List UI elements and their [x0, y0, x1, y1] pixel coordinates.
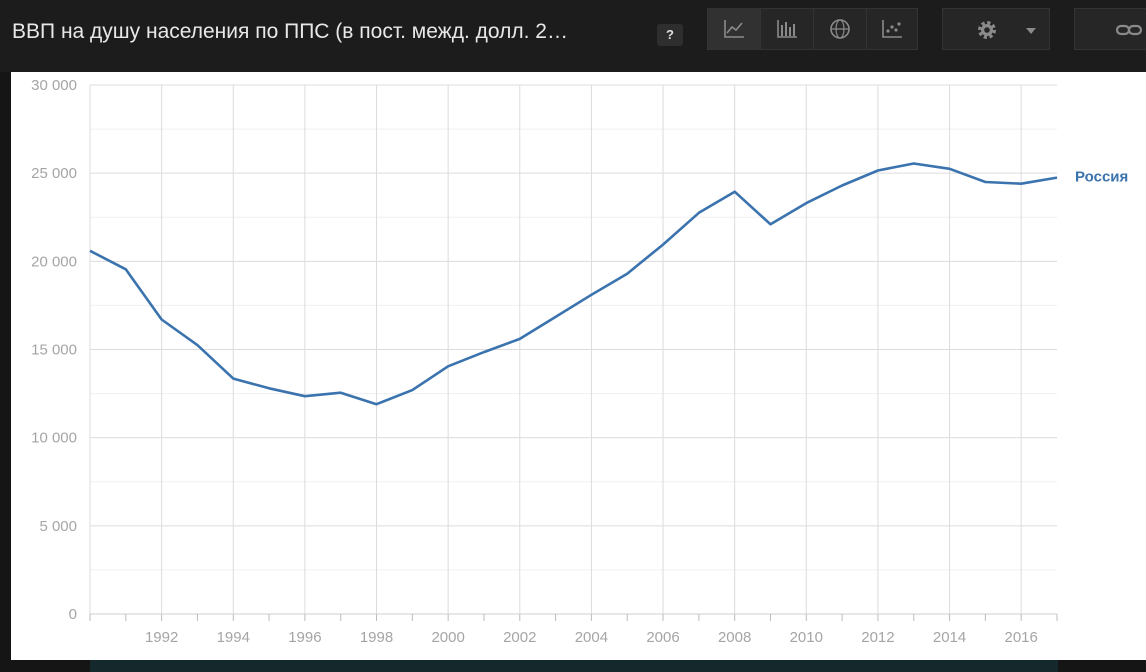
- x-tick-label: 2012: [861, 629, 894, 646]
- x-tick-label: 2014: [933, 629, 966, 646]
- chart-panel: 0 5 000 10 000 15 000 20 000 25 000 30 000 199…: [11, 72, 1146, 660]
- y-tick-label: 5 000: [39, 518, 77, 535]
- x-tick-label: 1992: [145, 629, 178, 646]
- x-tick-label: 2010: [790, 629, 823, 646]
- line-chart: 0 5 000 10 000 15 000 20 000 25 000 30 000 199…: [31, 77, 1128, 646]
- line-chart-icon: [724, 20, 744, 38]
- x-tick-label: 1998: [360, 629, 393, 646]
- line-chart-button[interactable]: [707, 8, 761, 50]
- y-tick-label: 10 000: [31, 430, 77, 447]
- link-icon: [1115, 24, 1143, 36]
- x-tick-label: 2000: [431, 629, 464, 646]
- y-axis-ticks: 0 5 000 10 000 15 000 20 000 25 000 30 000: [31, 77, 77, 623]
- x-tick-label: 2004: [575, 629, 608, 646]
- y-tick-label: 15 000: [31, 342, 77, 359]
- x-axis-ticks: 1992 1994 1996 1998 2000 2002 2004 2006 2008 2010…: [89, 614, 1058, 646]
- x-tick-label: 2008: [718, 629, 751, 646]
- y-tick-label: 25 000: [31, 165, 77, 182]
- x-tick-label: 2006: [646, 629, 679, 646]
- bottom-strip: [90, 660, 1058, 672]
- toolbar: ВВП на душу населения по ППС (в пост. ме…: [0, 0, 1146, 72]
- series-line[interactable]: [89, 162, 1058, 406]
- caret-down-icon: [1026, 28, 1036, 34]
- scatter-chart-button[interactable]: [866, 8, 918, 50]
- x-tick-label: 2016: [1004, 629, 1037, 646]
- x-tick-label: 2002: [503, 629, 536, 646]
- x-tick-label: 1996: [288, 629, 321, 646]
- scatter-chart-icon: [882, 20, 902, 38]
- bar-chart-icon: [777, 20, 797, 38]
- y-tick-label: 30 000: [31, 77, 77, 94]
- grid: [89, 84, 1057, 615]
- gear-icon: [978, 21, 996, 39]
- y-tick-label: 20 000: [31, 253, 77, 270]
- chart-title: ВВП на душу населения по ППС (в пост. ме…: [12, 20, 568, 43]
- map-button[interactable]: [813, 8, 867, 50]
- bar-chart-button[interactable]: [760, 8, 814, 50]
- x-tick-label: 1994: [217, 629, 250, 646]
- help-button[interactable]: ?: [657, 24, 683, 46]
- share-link-button[interactable]: [1074, 8, 1146, 50]
- y-tick-label: 0: [69, 606, 77, 623]
- globe-icon: [830, 19, 850, 39]
- series-layer: Россия: [89, 162, 1128, 406]
- series-label: Россия: [1075, 169, 1128, 186]
- settings-button[interactable]: [942, 8, 1050, 50]
